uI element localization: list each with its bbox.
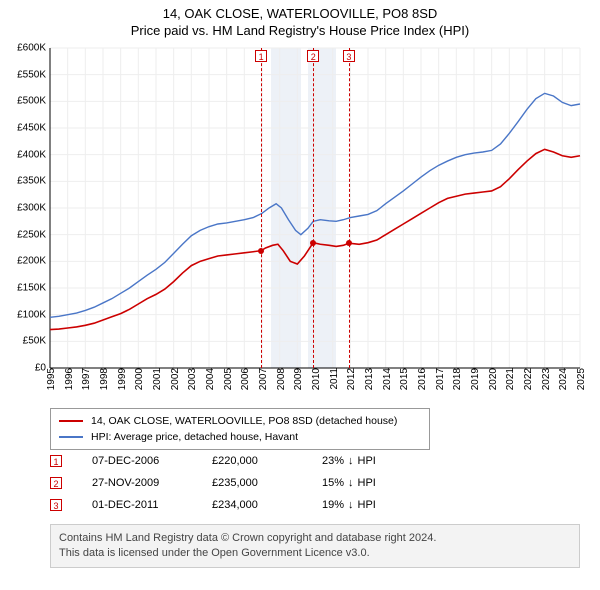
event-marker-box: 3 (343, 50, 355, 62)
x-tick-label: 2002 (170, 368, 181, 390)
y-tick-label: £250K (17, 229, 46, 240)
event-id-marker: 2 (50, 477, 62, 489)
legend-item: 14, OAK CLOSE, WATERLOOVILLE, PO8 8SD (d… (59, 413, 421, 429)
legend-swatch (59, 436, 83, 438)
x-tick-label: 2013 (364, 368, 375, 390)
event-marker-box: 2 (307, 50, 319, 62)
event-table: 1 07-DEC-2006 £220,000 23% HPI 2 27-NOV-2009 £2… (50, 450, 376, 516)
x-tick-label: 2019 (470, 368, 481, 390)
page-root: 14, OAK CLOSE, WATERLOOVILLE, PO8 8SD Pr… (0, 0, 600, 590)
chart-svg (50, 48, 580, 368)
event-price: £220,000 (212, 455, 292, 467)
x-tick-label: 2004 (205, 368, 216, 390)
x-tick-label: 2011 (329, 368, 340, 390)
y-tick-label: £100K (17, 309, 46, 320)
y-tick-label: £0 (35, 363, 46, 374)
price-point-dot (310, 240, 316, 246)
x-tick-label: 2009 (293, 368, 304, 390)
event-marker-box: 1 (255, 50, 267, 62)
event-vline (313, 48, 314, 368)
y-tick-label: £300K (17, 203, 46, 214)
arrow-down-icon (348, 477, 354, 489)
event-vline (261, 48, 262, 368)
legend-item: HPI: Average price, detached house, Hava… (59, 429, 421, 445)
event-row: 2 27-NOV-2009 £235,000 15% HPI (50, 472, 376, 494)
event-id-marker: 3 (50, 499, 62, 511)
price-point-dot (258, 248, 264, 254)
event-date: 27-NOV-2009 (92, 477, 182, 489)
x-tick-label: 2015 (399, 368, 410, 390)
x-tick-label: 2020 (488, 368, 499, 390)
chart-title: 14, OAK CLOSE, WATERLOOVILLE, PO8 8SD (0, 6, 600, 21)
x-tick-label: 2005 (223, 368, 234, 390)
x-tick-label: 1996 (64, 368, 75, 390)
event-price: £235,000 (212, 477, 292, 489)
x-tick-label: 2024 (558, 368, 569, 390)
event-diff-pct: 19% (322, 499, 344, 511)
legend-swatch (59, 420, 83, 422)
event-row: 1 07-DEC-2006 £220,000 23% HPI (50, 450, 376, 472)
y-tick-label: £400K (17, 149, 46, 160)
x-tick-label: 2016 (417, 368, 428, 390)
footer-line-2: This data is licensed under the Open Gov… (59, 546, 571, 561)
chart-legend: 14, OAK CLOSE, WATERLOOVILLE, PO8 8SD (d… (50, 408, 430, 450)
chart-subtitle: Price paid vs. HM Land Registry's House … (0, 23, 600, 38)
arrow-down-icon (348, 455, 354, 467)
event-row: 3 01-DEC-2011 £234,000 19% HPI (50, 494, 376, 516)
x-tick-label: 2018 (452, 368, 463, 390)
x-tick-label: 2023 (541, 368, 552, 390)
chart-plot-area: £0£50K£100K£150K£200K£250K£300K£350K£400… (50, 48, 580, 368)
arrow-down-icon (348, 499, 354, 511)
chart-titles: 14, OAK CLOSE, WATERLOOVILLE, PO8 8SD Pr… (0, 0, 600, 38)
x-tick-label: 2012 (346, 368, 357, 390)
event-date: 07-DEC-2006 (92, 455, 182, 467)
x-tick-label: 2014 (382, 368, 393, 390)
y-tick-label: £600K (17, 43, 46, 54)
x-tick-label: 2006 (240, 368, 251, 390)
footer-licence: Contains HM Land Registry data © Crown c… (50, 524, 580, 568)
x-tick-label: 2022 (523, 368, 534, 390)
event-vline (349, 48, 350, 368)
x-tick-label: 1998 (99, 368, 110, 390)
event-diff: 19% HPI (322, 499, 376, 511)
event-diff: 23% HPI (322, 455, 376, 467)
x-tick-label: 2000 (134, 368, 145, 390)
event-diff: 15% HPI (322, 477, 376, 489)
legend-label: 14, OAK CLOSE, WATERLOOVILLE, PO8 8SD (d… (91, 415, 397, 427)
footer-line-1: Contains HM Land Registry data © Crown c… (59, 531, 571, 546)
x-tick-label: 2017 (435, 368, 446, 390)
y-tick-label: £200K (17, 256, 46, 267)
event-diff-pct: 15% (322, 477, 344, 489)
event-diff-vs: HPI (358, 477, 376, 489)
x-tick-label: 2008 (276, 368, 287, 390)
x-tick-label: 2025 (576, 368, 587, 390)
y-tick-label: £350K (17, 176, 46, 187)
event-date: 01-DEC-2011 (92, 499, 182, 511)
x-tick-label: 1999 (117, 368, 128, 390)
event-diff-vs: HPI (358, 499, 376, 511)
event-id-marker: 1 (50, 455, 62, 467)
y-tick-label: £500K (17, 96, 46, 107)
x-tick-label: 2003 (187, 368, 198, 390)
event-price: £234,000 (212, 499, 292, 511)
price-point-dot (346, 240, 352, 246)
y-tick-label: £450K (17, 123, 46, 134)
x-tick-label: 2010 (311, 368, 322, 390)
event-diff-vs: HPI (358, 455, 376, 467)
x-tick-label: 2021 (505, 368, 516, 390)
y-tick-label: £150K (17, 283, 46, 294)
x-tick-label: 2007 (258, 368, 269, 390)
y-tick-label: £550K (17, 69, 46, 80)
legend-label: HPI: Average price, detached house, Hava… (91, 431, 298, 443)
y-tick-label: £50K (23, 336, 46, 347)
x-tick-label: 1997 (81, 368, 92, 390)
x-tick-label: 1995 (46, 368, 57, 390)
event-diff-pct: 23% (322, 455, 344, 467)
x-tick-label: 2001 (152, 368, 163, 390)
